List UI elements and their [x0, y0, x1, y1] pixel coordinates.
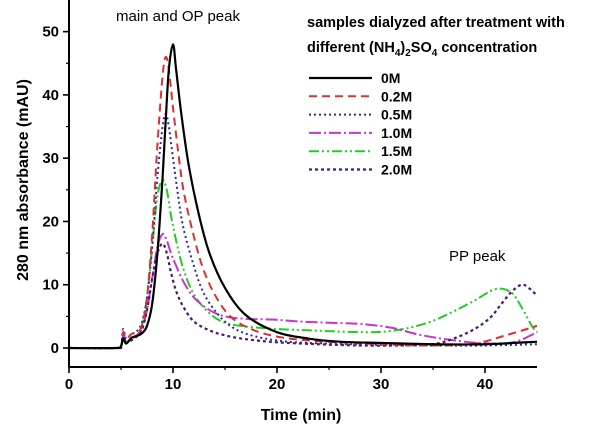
legend-entries: 0M 0.2M 0.5M 1.0M 1.5M 2.0M	[309, 70, 412, 178]
legend-label: 2.0M	[381, 162, 412, 178]
series-line-0-5m	[68, 112, 538, 350]
legend-title-sub3: 4	[432, 48, 438, 59]
legend-title-prefix: different (NH	[307, 40, 395, 56]
ticks: 0 10 20 30 40 0 10 20 30 40 50	[42, 24, 493, 393]
y-tick-label: 10	[42, 277, 59, 294]
series-line-1-5m	[68, 179, 538, 350]
x-axis-title: Time (min)	[261, 407, 342, 424]
x-tick-label: 20	[269, 376, 286, 393]
series-line-0m	[68, 43, 538, 350]
legend-label: 1.5M	[381, 143, 412, 159]
y-tick-label: 30	[42, 150, 59, 167]
legend-title-suffix: concentration	[437, 40, 537, 56]
axes	[68, 0, 537, 368]
legend-label: 0.2M	[381, 88, 412, 104]
series-line-2-0m	[68, 242, 538, 350]
legend-title-line2: different (NH4)2SO4 concentration	[307, 40, 537, 59]
legend-label: 1.0M	[381, 125, 412, 141]
annotation-pp-peak: PP peak	[449, 248, 506, 265]
series-line-1-0m	[68, 232, 538, 350]
annotation-main-op-peak: main and OP peak	[116, 8, 240, 25]
y-tick-label: 50	[42, 24, 59, 41]
legend-label: 0.5M	[381, 107, 412, 123]
series-layer	[68, 43, 538, 350]
series-line-0-2m	[68, 55, 538, 350]
legend-title-mid: )	[400, 40, 405, 56]
x-tick-label: 0	[65, 376, 73, 393]
y-tick-label: 40	[42, 87, 59, 104]
legend-title-sub2: 2	[405, 48, 411, 59]
legend-title-line1: samples dialyzed after treatment with	[307, 15, 565, 31]
legend: samples dialyzed after treatment with di…	[307, 15, 565, 178]
y-axis-title: 280 nm absorbance (mAU)	[15, 79, 32, 281]
x-tick-label: 40	[477, 376, 494, 393]
x-tick-label: 10	[165, 376, 182, 393]
legend-title-sub1: 4	[395, 48, 401, 59]
x-tick-label: 30	[373, 376, 390, 393]
y-tick-label: 0	[51, 340, 59, 357]
legend-label: 0M	[381, 70, 400, 86]
y-tick-label: 20	[42, 213, 59, 230]
legend-title-so: SO	[411, 40, 432, 56]
